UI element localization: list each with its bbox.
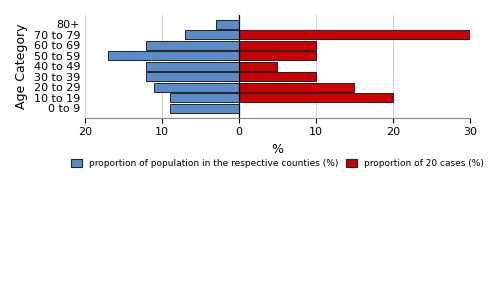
Bar <box>239 93 393 102</box>
Bar <box>239 41 316 50</box>
Bar <box>170 104 239 113</box>
Bar <box>146 41 239 50</box>
Bar <box>239 83 354 92</box>
Bar <box>239 30 470 39</box>
Bar <box>154 83 239 92</box>
Bar <box>185 30 239 39</box>
Bar <box>108 51 239 60</box>
Bar <box>170 93 239 102</box>
Y-axis label: Age Category: Age Category <box>15 24 28 109</box>
Bar <box>146 72 239 81</box>
Bar <box>239 62 278 71</box>
Bar <box>146 62 239 71</box>
Legend: proportion of population in the respective counties (%), proportion of 20 cases : proportion of population in the respecti… <box>68 156 486 171</box>
Bar <box>216 20 239 29</box>
X-axis label: %: % <box>272 143 283 156</box>
Bar <box>239 51 316 60</box>
Bar <box>239 72 316 81</box>
